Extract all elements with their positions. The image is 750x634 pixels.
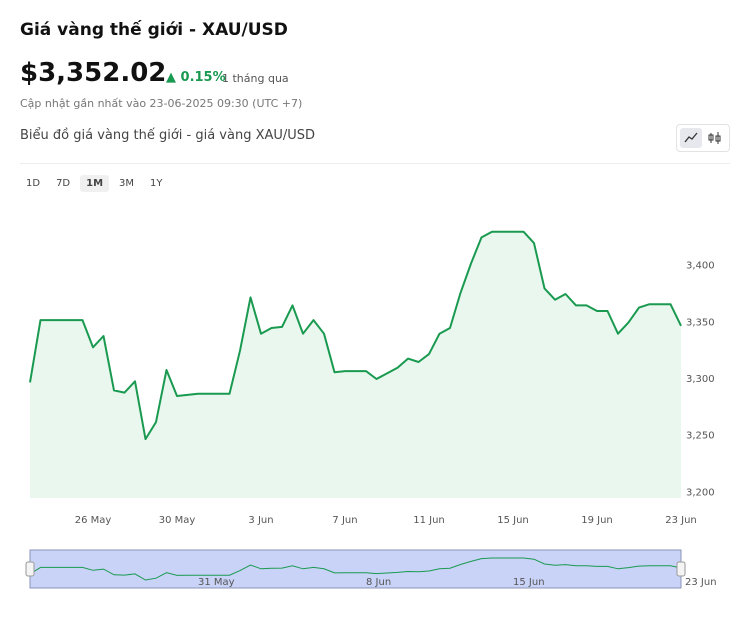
x-tick-label: 3 Jun: [248, 515, 273, 526]
range-button[interactable]: 7D: [56, 178, 71, 189]
x-tick-label: 23 Jun: [665, 515, 697, 526]
chart-title: Biểu đồ giá vàng thế giới - giá vàng XAU…: [20, 128, 316, 143]
toggle-icons: [680, 128, 721, 148]
area-fill: [30, 231, 681, 498]
x-tick-label: 30 May: [159, 515, 196, 526]
navigator-label: 23 Jun: [685, 577, 717, 588]
y-tick-label: 3,300: [686, 374, 715, 385]
chart-type-toggle[interactable]: [676, 124, 730, 152]
navigator-label: 8 Jun: [366, 577, 391, 588]
range-button[interactable]: 1D: [26, 178, 41, 189]
price-line: [29, 230, 682, 441]
change-value: 0.15%: [180, 70, 226, 85]
navigator-label: 15 Jun: [513, 577, 545, 588]
updated: Cập nhật gần nhất vào 23-06-2025 09:30 (…: [20, 97, 303, 110]
price: $3,352.02: [20, 58, 167, 88]
y-tick-label: 3,250: [686, 431, 715, 442]
y-tick-label: 3,400: [686, 261, 715, 272]
navigator-handle: [676, 561, 686, 577]
range-button[interactable]: 3M: [119, 178, 135, 189]
y-tick-label: 3,200: [686, 487, 715, 498]
x-tick-label: 7 Jun: [332, 515, 357, 526]
x-tick-label: 15 Jun: [497, 515, 529, 526]
x-tick-label: 19 Jun: [581, 515, 613, 526]
x-tick-label: 11 Jun: [413, 515, 445, 526]
change: ▲ 0.15%: [166, 70, 226, 85]
x-tick-label: 26 May: [75, 515, 112, 526]
navigator-line: [29, 557, 682, 581]
range-buttons: 1D 7D 1M 3M 1Y: [20, 175, 169, 192]
y-tick-label: 3,350: [686, 317, 715, 328]
range-button[interactable]: 1Y: [150, 178, 163, 189]
range-button[interactable]: 1M: [80, 175, 110, 192]
separator: [20, 163, 730, 164]
navigator-handle: [25, 561, 35, 577]
navigator-window: [29, 549, 682, 589]
page-title: Giá vàng thế giới - XAU/USD: [20, 20, 288, 40]
navigator-label: 31 May: [198, 577, 235, 588]
period: 1 tháng qua: [222, 72, 289, 85]
